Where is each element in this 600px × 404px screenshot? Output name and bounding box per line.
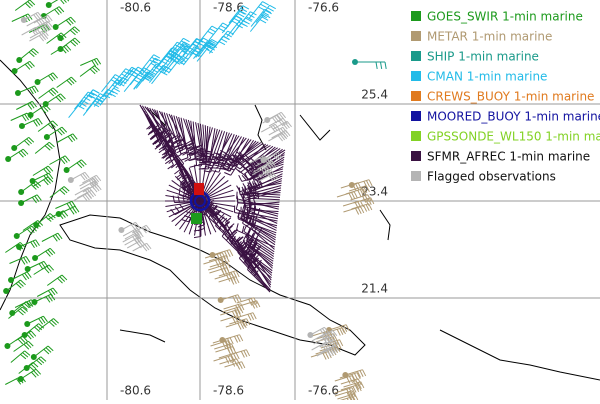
legend-label: CREWS_BUOY 1-min marine: [427, 90, 594, 104]
barb-dot: [53, 24, 59, 30]
barb-dot: [307, 332, 313, 338]
barb-dot: [11, 145, 17, 151]
legend-swatch: [411, 131, 421, 141]
legend-label: Flagged observations: [427, 170, 556, 184]
legend-label: SHIP 1-min marine: [427, 50, 539, 64]
legend-swatch: [411, 151, 421, 161]
barb-dot: [14, 233, 20, 239]
barb-dot: [19, 123, 25, 129]
legend-swatch: [411, 111, 421, 121]
barb-dot: [8, 277, 14, 283]
legend-swatch: [411, 11, 421, 21]
lon-label-bottom: -78.6: [213, 384, 244, 398]
barb-dot: [5, 156, 11, 162]
barb-dot: [16, 57, 22, 63]
barb-dot: [18, 200, 24, 206]
legend-swatch: [411, 91, 421, 101]
barb-dot: [31, 354, 37, 360]
barb-dot: [64, 167, 70, 173]
legend-label: GOES_SWIR 1-min marine: [427, 10, 583, 24]
legend-swatch: [411, 71, 421, 81]
lon-label-top: -80.6: [120, 1, 151, 15]
barb-dot: [18, 189, 24, 195]
lon-label-bottom: -76.6: [308, 384, 339, 398]
barb-dot: [25, 266, 31, 272]
barb-dot: [15, 90, 21, 96]
lat-label: 25.4: [361, 88, 388, 102]
barb-dot: [32, 255, 38, 261]
barb-flag: [239, 188, 240, 195]
barb-flag: [243, 193, 244, 200]
barb-dot: [68, 177, 74, 183]
barb-dot: [21, 17, 27, 23]
lat-label: 21.4: [361, 282, 388, 296]
legend-label: GPSSONDE_WL150 1-min marine: [427, 130, 600, 144]
barb-dot: [44, 134, 50, 140]
legend-label: METAR 1-min marine: [427, 30, 552, 44]
barb-dot: [118, 227, 124, 233]
barb-flag: [251, 188, 252, 195]
legend-swatch: [411, 171, 421, 181]
green-marker: [191, 213, 202, 224]
barb-dot: [218, 297, 224, 303]
legend-swatch: [411, 31, 421, 41]
barb-dot: [4, 343, 10, 349]
lon-label-top: -76.6: [308, 1, 339, 15]
barb-dot: [3, 288, 9, 294]
barb-dot: [12, 68, 18, 74]
legend-label: CMAN 1-min marine: [427, 70, 547, 84]
legend-swatch: [411, 51, 421, 61]
lon-label-bottom: -80.6: [120, 384, 151, 398]
barb-dot: [352, 59, 358, 65]
legend-label: SFMR_AFREC 1-min marine: [427, 150, 590, 164]
red-marker: [194, 183, 204, 195]
barb-flag: [245, 188, 246, 195]
barb-dot: [46, 2, 52, 8]
barb-flag: [237, 192, 238, 199]
legend-label: MOORED_BUOY 1-min marine: [427, 110, 600, 124]
barb-dot: [35, 79, 41, 85]
barb-dot: [24, 321, 30, 327]
